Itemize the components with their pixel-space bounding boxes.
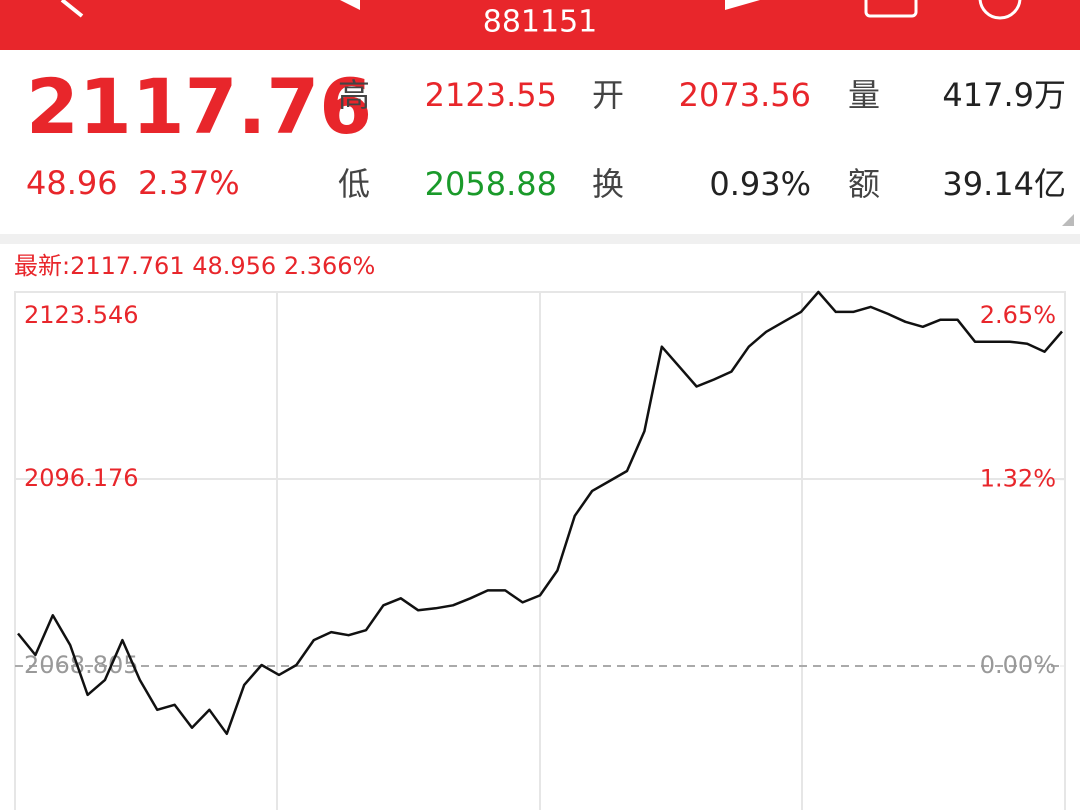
latest-info: 最新:2117.761 48.956 2.366% — [14, 252, 375, 280]
change: 48.96 — [26, 164, 118, 202]
header-title: 881151 — [483, 5, 598, 40]
stat-value: 2123.55 — [425, 76, 557, 114]
prev-button[interactable] — [340, 0, 360, 10]
stat-value: 2058.88 — [425, 165, 557, 203]
search-icon[interactable] — [978, 0, 1022, 20]
y-tick-label: 2123.546 — [24, 301, 139, 329]
y2-tick-label: 1.32% — [980, 465, 1056, 493]
stat-label: 额 — [848, 165, 880, 203]
next-button[interactable] — [725, 0, 760, 10]
stat-label: 量 — [848, 76, 880, 114]
change-pct: 2.37% — [138, 164, 240, 202]
stat-label: 高 — [338, 76, 370, 114]
y2-tick-label: 2.65% — [980, 301, 1056, 329]
price-line — [17, 290, 1063, 736]
separator — [0, 234, 1080, 244]
stat-label: 低 — [338, 165, 370, 203]
stat-value: 417.9万 — [942, 76, 1066, 114]
back-button[interactable] — [60, 0, 84, 18]
y-tick-label: 2096.176 — [24, 464, 139, 492]
y2-tick-label: 0.00% — [980, 651, 1056, 679]
stats-grid: 高 2123.55 开 2073.56 量 417.9万低 2058.88 换 0.93% 额 39… — [338, 76, 1066, 203]
stat-label: 开 — [592, 76, 624, 114]
stat-value: 2073.56 — [679, 76, 811, 114]
price: 2117.76 — [26, 62, 372, 151]
stat-value: 0.93% — [709, 165, 811, 203]
top-bar — [0, 0, 1080, 50]
expand-corner[interactable] — [1062, 214, 1074, 226]
menu-icon[interactable] — [864, 0, 918, 18]
stat-label: 换 — [592, 165, 624, 203]
stat-value: 39.14亿 — [942, 165, 1066, 203]
